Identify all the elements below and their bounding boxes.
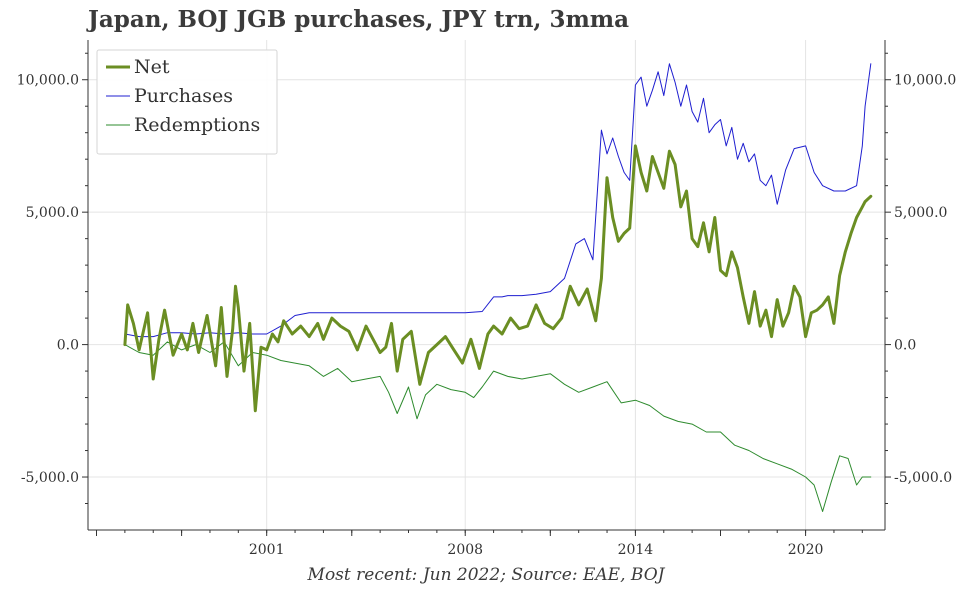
x-tick-label: 2008 xyxy=(447,542,483,558)
y-tick-label-right: 0.0 xyxy=(894,338,916,354)
x-tick-label: 2014 xyxy=(618,542,654,558)
y-tick-label-left: -5,000.0 xyxy=(21,470,79,486)
legend-label-redemptions: Redemptions xyxy=(134,114,260,136)
y-tick-label-right: -5,000.0 xyxy=(894,470,952,486)
series-lines xyxy=(123,63,873,512)
y-tick-label-right: 5,000.0 xyxy=(894,205,947,221)
legend: Net Purchases Redemptions xyxy=(96,49,278,155)
series-line-net xyxy=(123,144,873,413)
y-tick-label-left: 0.0 xyxy=(57,338,79,354)
x-tick-label: 2001 xyxy=(249,542,285,558)
legend-label-net: Net xyxy=(134,56,170,78)
axes xyxy=(87,40,886,531)
y-tick-label-left: 5,000.0 xyxy=(26,205,79,221)
legend-label-purchases: Purchases xyxy=(134,85,233,107)
chart-source-note: Most recent: Jun 2022; Source: EAE, BOJ xyxy=(307,565,665,585)
series-line-redemptions xyxy=(124,341,872,512)
y-tick-label-right: 10,000.0 xyxy=(894,73,956,89)
y-tick-label-left: 10,000.0 xyxy=(17,73,79,89)
x-axis-ticks: 2001 2008 2014 2020 xyxy=(96,530,863,558)
x-tick-label: 2020 xyxy=(788,542,824,558)
legend-box xyxy=(96,49,278,155)
y-axis-left-ticks: -5,000.0 0.0 5,000.0 10,000.0 xyxy=(17,52,88,505)
series-line-purchases xyxy=(124,63,872,338)
y-axis-right-ticks: -5,000.0 0.0 5,000.0 10,000.0 xyxy=(885,52,956,505)
chart-title: Japan, BOJ JGB purchases, JPY trn, 3mma xyxy=(88,6,630,33)
